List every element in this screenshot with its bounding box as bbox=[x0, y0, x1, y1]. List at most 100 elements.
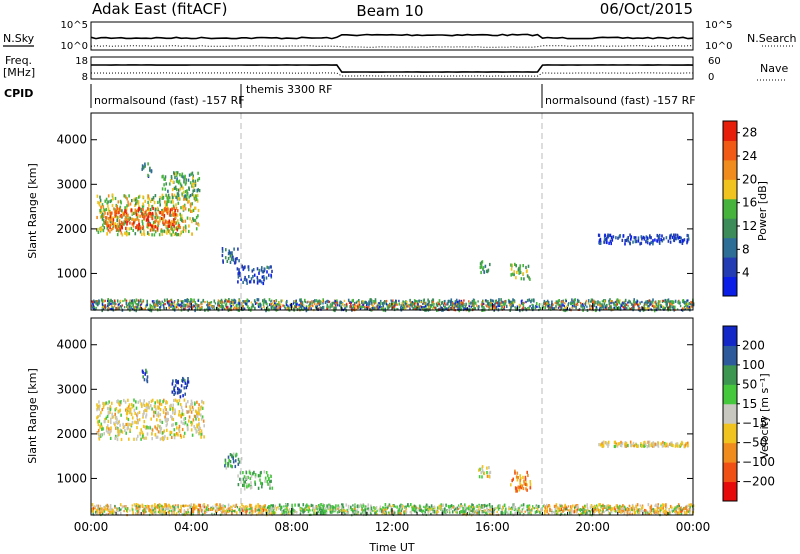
data-cell bbox=[107, 212, 109, 216]
data-cell bbox=[661, 299, 664, 303]
data-cell bbox=[114, 423, 116, 427]
data-cell bbox=[327, 305, 329, 309]
noise-cell bbox=[401, 301, 403, 304]
data-cell bbox=[104, 199, 106, 203]
noise-cell bbox=[199, 307, 201, 310]
noise-cell bbox=[154, 511, 156, 514]
data-cell bbox=[108, 427, 110, 431]
noise-cell bbox=[334, 299, 336, 302]
data-cell bbox=[150, 212, 153, 216]
data-cell bbox=[643, 304, 645, 309]
noise-cell bbox=[188, 304, 190, 307]
noise-cell bbox=[452, 306, 454, 310]
data-cell bbox=[436, 303, 439, 307]
noise-cell bbox=[159, 506, 161, 509]
noise-cell bbox=[350, 305, 352, 308]
data-cell bbox=[235, 452, 238, 456]
noise-cell bbox=[500, 303, 502, 306]
noise-cell bbox=[97, 507, 99, 510]
noise-cell bbox=[622, 301, 624, 304]
data-cell bbox=[203, 435, 205, 439]
data-cell bbox=[394, 301, 396, 305]
data-cell bbox=[518, 488, 521, 492]
data-cell bbox=[249, 280, 252, 284]
noise-cell bbox=[123, 510, 125, 513]
data-cell bbox=[488, 475, 491, 479]
noise-cell bbox=[350, 303, 352, 306]
data-cell bbox=[125, 211, 128, 216]
noise-cell bbox=[198, 510, 201, 513]
data-cell bbox=[475, 509, 478, 513]
noise-cell bbox=[404, 304, 407, 307]
data-cell bbox=[119, 408, 121, 412]
data-cell bbox=[197, 178, 199, 182]
data-cell bbox=[314, 507, 317, 511]
noise-cell bbox=[117, 306, 119, 309]
noise-cell bbox=[113, 305, 116, 308]
noise-cell bbox=[458, 299, 460, 302]
noise-cell bbox=[541, 305, 544, 308]
noise-cell bbox=[519, 512, 521, 515]
data-cell bbox=[91, 503, 94, 507]
data-cell bbox=[368, 300, 370, 304]
noise-cell bbox=[322, 508, 324, 511]
data-cell bbox=[202, 401, 205, 405]
data-cell bbox=[322, 504, 324, 509]
data-cell bbox=[156, 413, 158, 417]
data-cell bbox=[193, 503, 196, 507]
data-cell bbox=[603, 240, 605, 244]
noise-cell bbox=[276, 307, 279, 310]
noise-cell bbox=[131, 308, 134, 311]
noise-cell bbox=[220, 509, 222, 512]
data-cell bbox=[569, 307, 571, 311]
noise-cell bbox=[123, 306, 126, 309]
data-cell bbox=[686, 239, 689, 243]
data-cell bbox=[114, 212, 116, 216]
data-cell bbox=[165, 419, 167, 423]
data-cell bbox=[483, 504, 486, 508]
data-cell bbox=[231, 257, 233, 261]
noise-cell bbox=[134, 307, 137, 311]
data-cell bbox=[191, 433, 194, 437]
data-cell bbox=[143, 216, 145, 220]
data-cell bbox=[243, 266, 245, 270]
data-cell bbox=[546, 304, 549, 308]
data-cell bbox=[538, 504, 540, 509]
noise-cell bbox=[601, 300, 604, 303]
data-cell bbox=[599, 241, 602, 245]
data-cell bbox=[356, 505, 359, 509]
data-cell bbox=[150, 304, 152, 308]
data-cell bbox=[518, 486, 520, 490]
data-cell bbox=[597, 300, 599, 304]
data-cell bbox=[197, 304, 199, 308]
data-cell bbox=[460, 307, 463, 311]
data-cell bbox=[138, 194, 141, 198]
data-cell bbox=[172, 403, 174, 407]
data-cell bbox=[100, 509, 103, 513]
noise-cell bbox=[634, 303, 636, 306]
data-cell bbox=[194, 206, 197, 210]
data-cell bbox=[278, 303, 280, 307]
data-cell bbox=[174, 215, 177, 220]
noise-cell bbox=[662, 305, 664, 308]
data-cell bbox=[470, 301, 472, 305]
data-cell bbox=[425, 303, 428, 307]
noise-cell bbox=[119, 299, 122, 302]
noise-cell bbox=[379, 510, 381, 513]
data-cell bbox=[164, 203, 167, 207]
noise-cell bbox=[624, 508, 627, 511]
noise-cell bbox=[101, 306, 104, 309]
data-cell bbox=[424, 506, 427, 510]
data-cell bbox=[247, 475, 249, 479]
noise-cell bbox=[336, 302, 338, 305]
data-cell bbox=[96, 416, 98, 420]
noise-cell bbox=[219, 306, 221, 309]
data-cell bbox=[462, 302, 465, 306]
data-cell bbox=[460, 503, 462, 507]
data-cell bbox=[103, 226, 106, 230]
data-cell bbox=[128, 194, 130, 198]
noise-cell bbox=[183, 511, 185, 514]
data-cell bbox=[639, 301, 641, 305]
data-cell bbox=[179, 233, 181, 237]
data-cell bbox=[633, 236, 636, 240]
